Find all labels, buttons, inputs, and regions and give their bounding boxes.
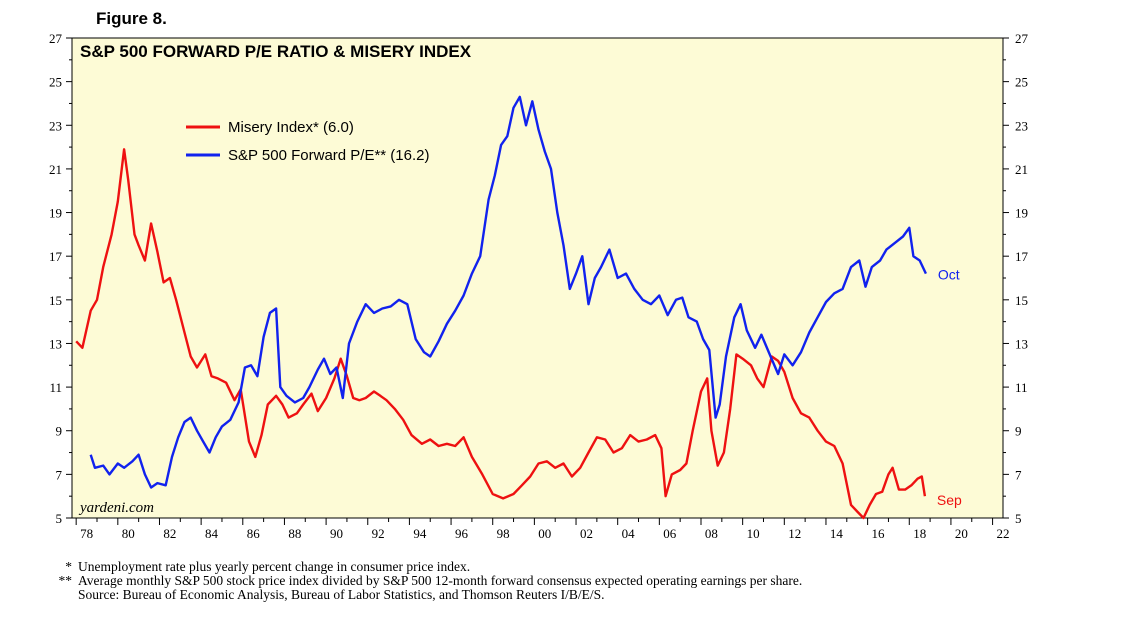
y-axes: 5 5 7 7 9 9 11 11 13 13 15 15 17 17 19 19 21 21 23 23 25 25 27… — [49, 31, 1029, 526]
y-tick-label-right: 5 — [1015, 511, 1022, 526]
x-tick-label: 84 — [205, 526, 219, 541]
figure-label: Figure 8. — [96, 9, 167, 28]
x-tick-label: 98 — [497, 526, 510, 541]
x-tick-label: 16 — [872, 526, 886, 541]
chart-title: S&P 500 FORWARD P/E RATIO & MISERY INDEX — [80, 42, 472, 61]
y-tick-label-left: 21 — [49, 162, 62, 177]
x-tick-label: 18 — [913, 526, 926, 541]
y-tick-label-right: 19 — [1015, 206, 1028, 221]
x-tick-label: 92 — [372, 526, 385, 541]
x-tick-label: 90 — [330, 526, 343, 541]
footnote-2: ** Average monthly S&P 500 stock price i… — [52, 573, 803, 588]
footnote-text: Average monthly S&P 500 stock price inde… — [78, 573, 803, 588]
footnote-source: Source: Bureau of Economic Analysis, Bur… — [52, 588, 802, 602]
series-layer: Sep Oct — [75, 95, 962, 520]
y-tick-label-right: 27 — [1015, 31, 1029, 46]
y-tick-label-left: 5 — [56, 511, 63, 526]
x-tick-label: 82 — [163, 526, 176, 541]
y-tick-label-right: 13 — [1015, 336, 1028, 351]
x-tick-label: 88 — [288, 526, 301, 541]
y-tick-label-left: 9 — [56, 424, 63, 439]
footnote-mark: ** — [58, 573, 73, 588]
y-tick-label-left: 27 — [49, 31, 63, 46]
footnote-mark — [52, 588, 72, 602]
x-tick-label: 20 — [955, 526, 968, 541]
x-tick-label: 10 — [747, 526, 760, 541]
series-line-1 — [89, 95, 927, 489]
footnote-mark: * — [65, 559, 72, 574]
y-tick-label-right: 17 — [1015, 249, 1029, 264]
series-end-label-0: Sep — [937, 492, 962, 508]
y-tick-label-left: 7 — [56, 467, 63, 482]
y-tick-label-right: 23 — [1015, 118, 1028, 133]
y-tick-label-left: 11 — [49, 380, 62, 395]
y-tick-label-right: 21 — [1015, 162, 1028, 177]
y-tick-label-right: 25 — [1015, 75, 1028, 90]
footnotes: * Unemployment rate plus yearly percent … — [52, 560, 803, 602]
y-tick-label-right: 11 — [1015, 380, 1028, 395]
x-tick-label: 94 — [413, 526, 427, 541]
legend: Misery Index* (6.0) S&P 500 Forward P/E*… — [186, 119, 430, 164]
x-tick-label: 14 — [830, 526, 844, 541]
legend-label-pe: S&P 500 Forward P/E** (16.2) — [228, 147, 430, 164]
series-line-0 — [75, 148, 927, 520]
x-tick-label: 00 — [538, 526, 551, 541]
y-tick-label-left: 17 — [49, 249, 63, 264]
footnote-text: Unemployment rate plus yearly percent ch… — [78, 559, 471, 574]
x-tick-label: 80 — [122, 526, 135, 541]
source-text: Source: Bureau of Economic Analysis, Bur… — [78, 587, 605, 602]
x-tick-label: 12 — [788, 526, 801, 541]
y-tick-label-left: 23 — [49, 118, 62, 133]
y-tick-label-right: 15 — [1015, 293, 1028, 308]
y-tick-label-left: 19 — [49, 206, 62, 221]
x-tick-label: 78 — [80, 526, 93, 541]
watermark: yardeni.com — [78, 500, 154, 516]
y-tick-label-left: 25 — [49, 75, 62, 90]
x-tick-label: 86 — [247, 526, 261, 541]
x-tick-label: 96 — [455, 526, 469, 541]
x-tick-label: 04 — [622, 526, 636, 541]
x-tick-label: 06 — [663, 526, 677, 541]
x-axis: 78 80 82 84 86 88 90 92 94 96 98 00 02 04 06 08 10 12 14 16… — [75, 518, 1010, 541]
x-tick-label: 08 — [705, 526, 718, 541]
y-tick-label-right: 7 — [1015, 467, 1022, 482]
y-tick-label-left: 15 — [49, 293, 62, 308]
x-tick-label: 22 — [997, 526, 1010, 541]
chart: Figure 8. S&P 500 FORWARD P/E RATIO & MI… — [49, 9, 1029, 541]
y-tick-label-right: 9 — [1015, 424, 1022, 439]
series-end-label-1: Oct — [938, 267, 960, 283]
footnote-1: * Unemployment rate plus yearly percent … — [52, 560, 802, 574]
x-tick-label: 02 — [580, 526, 593, 541]
y-tick-label-left: 13 — [49, 336, 62, 351]
legend-label-misery: Misery Index* (6.0) — [228, 119, 354, 136]
